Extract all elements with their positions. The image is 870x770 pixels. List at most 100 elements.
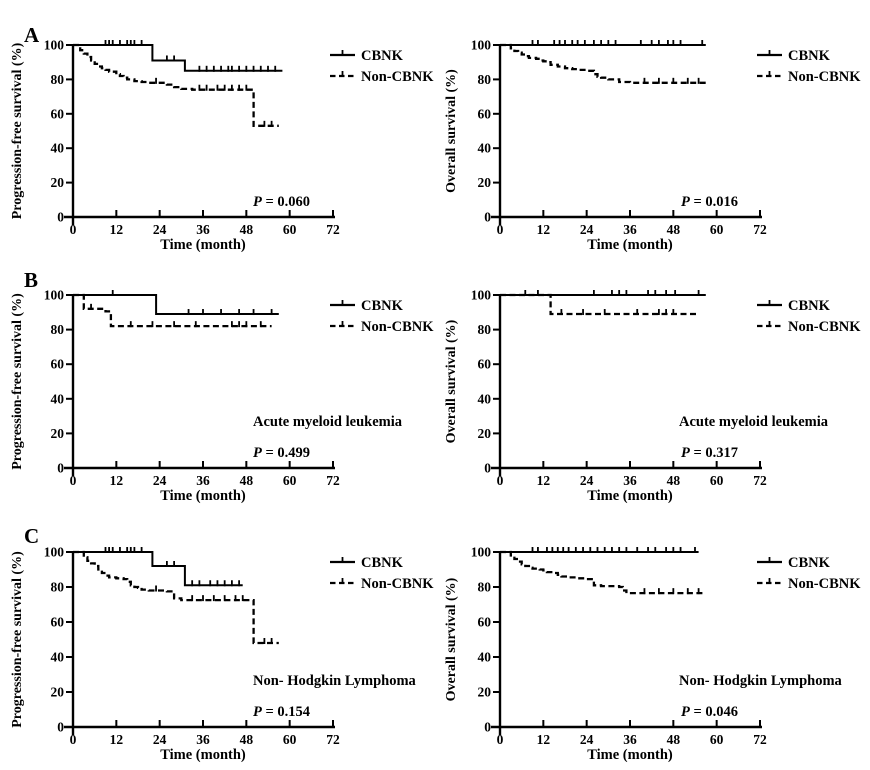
legend-label-cbnk: CBNK (361, 555, 404, 571)
legend-label-non-cbnk: Non-CBNK (361, 319, 434, 335)
y-tick-label: 40 (51, 141, 65, 156)
y-tick-label: 60 (478, 615, 492, 630)
panel-b-pfs-aml: 0 20 40 60 80 100 0 12 24 36 48 60 72 Progression-fre… (0, 255, 435, 510)
chart-a-pfs-all: 0 20 40 60 80 100 0 12 24 36 48 60 72 Progression-fre… (10, 23, 434, 253)
legend-label-non-cbnk: Non-CBNK (788, 69, 861, 85)
legend-label-cbnk: CBNK (361, 298, 404, 314)
x-tick-label: 60 (283, 473, 297, 488)
p-value-label: P = 0.060 (253, 194, 310, 210)
x-tick-label: 0 (497, 222, 504, 237)
y-tick-label: 40 (478, 650, 492, 665)
y-tick-label: 100 (471, 545, 492, 560)
curve-non-cbnk (500, 293, 699, 316)
x-tick-label: 60 (283, 222, 297, 237)
x-tick-label: 48 (240, 473, 254, 488)
x-tick-label: 24 (153, 473, 167, 488)
panel-a-os-all: 0 20 40 60 80 100 0 12 24 36 48 60 72 Overall surviva… (435, 0, 870, 255)
curve-non-cbnk (73, 43, 279, 127)
x-tick-label: 60 (710, 732, 724, 747)
legend-label-cbnk: CBNK (788, 298, 831, 314)
x-tick-label: 36 (196, 732, 210, 747)
y-tick-label: 40 (51, 650, 65, 665)
panel-a-pfs-all: 0 20 40 60 80 100 0 12 24 36 48 60 72 Progression-fre… (0, 0, 435, 255)
x-tick-label: 60 (710, 222, 724, 237)
x-tick-label: 12 (110, 473, 124, 488)
x-tick-label: 72 (753, 222, 767, 237)
x-tick-label: 12 (537, 732, 551, 747)
y-tick-label: 40 (51, 391, 65, 406)
panel-c-pfs-nhl: 0 20 40 60 80 100 0 12 24 36 48 60 72 Progression-fre… (0, 510, 435, 770)
x-tick-label: 72 (753, 473, 767, 488)
y-axis-title: Progression-free survival (%) (10, 551, 25, 728)
x-tick-label: 36 (623, 222, 637, 237)
y-tick-label: 100 (44, 38, 65, 53)
legend-label-non-cbnk: Non-CBNK (361, 69, 434, 85)
panel-letter: B (24, 268, 38, 292)
y-axis-title: Progression-free survival (%) (10, 42, 25, 219)
y-tick-label: 80 (51, 580, 65, 595)
x-tick-label: 12 (110, 222, 124, 237)
y-tick-label: 100 (44, 545, 65, 560)
legend-label-cbnk: CBNK (788, 555, 831, 571)
p-value-label: P = 0.317 (681, 445, 738, 461)
legend-label-non-cbnk: Non-CBNK (788, 576, 861, 592)
x-tick-label: 48 (240, 732, 254, 747)
y-tick-label: 20 (51, 685, 65, 700)
legend-label-non-cbnk: Non-CBNK (788, 319, 861, 335)
curve-cbnk (73, 44, 283, 72)
p-value-label: P = 0.499 (253, 445, 310, 461)
x-tick-label: 72 (326, 222, 340, 237)
subgroup-annotation: Non- Hodgkin Lymphoma (679, 673, 843, 689)
y-tick-label: 60 (478, 357, 492, 372)
x-axis-title: Time (month) (587, 237, 673, 253)
chart-c-pfs-nhl: 0 20 40 60 80 100 0 12 24 36 48 60 72 Progression-fre… (10, 524, 434, 763)
y-tick-label: 0 (57, 461, 64, 476)
x-tick-label: 48 (667, 732, 681, 747)
x-axis-title: Time (month) (160, 488, 246, 504)
x-tick-label: 60 (710, 473, 724, 488)
curve-non-cbnk (500, 550, 706, 595)
x-tick-label: 72 (326, 732, 340, 747)
y-tick-label: 80 (478, 322, 492, 337)
y-tick-label: 100 (44, 288, 65, 303)
y-tick-label: 80 (51, 322, 65, 337)
y-tick-label: 20 (478, 175, 492, 190)
x-tick-label: 24 (580, 222, 594, 237)
y-tick-label: 100 (471, 38, 492, 53)
y-tick-label: 0 (57, 720, 64, 735)
panel-letter: C (24, 524, 39, 548)
y-tick-label: 0 (484, 461, 491, 476)
x-tick-label: 0 (497, 473, 504, 488)
y-tick-label: 80 (478, 580, 492, 595)
curve-non-cbnk (500, 43, 706, 84)
y-tick-label: 20 (478, 426, 492, 441)
x-tick-label: 36 (623, 732, 637, 747)
x-tick-label: 36 (196, 222, 210, 237)
subgroup-annotation: Acute myeloid leukemia (253, 414, 403, 430)
x-tick-label: 24 (580, 473, 594, 488)
y-axis-title: Progression-free survival (%) (10, 293, 25, 470)
y-axis-title: Overall survival (%) (444, 319, 459, 443)
y-tick-label: 0 (484, 210, 491, 225)
x-tick-label: 48 (667, 222, 681, 237)
x-axis-title: Time (month) (587, 747, 673, 763)
x-axis-title: Time (month) (160, 747, 246, 763)
subgroup-annotation: Non- Hodgkin Lymphoma (253, 673, 417, 689)
x-tick-label: 24 (153, 222, 167, 237)
p-value-label: P = 0.046 (681, 704, 738, 720)
x-tick-label: 36 (196, 473, 210, 488)
x-tick-label: 12 (537, 222, 551, 237)
curve-non-cbnk (73, 293, 272, 328)
y-tick-label: 40 (478, 391, 492, 406)
curve-cbnk (73, 551, 243, 587)
x-tick-label: 12 (537, 473, 551, 488)
y-axis-title: Overall survival (%) (444, 577, 459, 701)
panel-c-os-nhl: 0 20 40 60 80 100 0 12 24 36 48 60 72 Overall surviva… (435, 510, 870, 770)
y-tick-label: 60 (51, 357, 65, 372)
y-tick-label: 20 (478, 685, 492, 700)
chart-b-os-aml: 0 20 40 60 80 100 0 12 24 36 48 60 72 Overall surviva… (444, 288, 861, 505)
x-tick-label: 72 (753, 732, 767, 747)
y-tick-label: 0 (57, 210, 64, 225)
x-tick-label: 0 (70, 222, 77, 237)
